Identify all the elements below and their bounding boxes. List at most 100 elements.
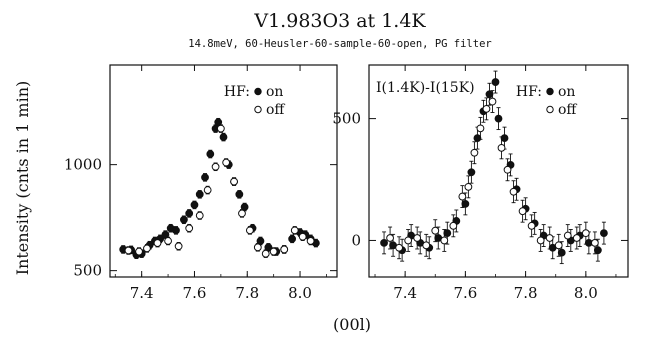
data-point-on [288, 234, 297, 243]
data-point-off [174, 242, 183, 251]
data-point-off [222, 158, 231, 167]
data-point-on [201, 173, 209, 182]
data-point-off [572, 234, 581, 242]
data-point-on [557, 248, 566, 257]
data-point-on [461, 199, 470, 208]
legend-entry: on [558, 84, 575, 100]
data-point-off [280, 245, 289, 254]
y-tick-label: 500 [332, 110, 361, 128]
data-point-off [476, 124, 485, 133]
data-point-on [473, 134, 482, 143]
data-point-off [527, 221, 536, 230]
legend-marker [254, 87, 262, 96]
x-tick-label: 7.8 [235, 284, 259, 302]
data-point-on [494, 114, 503, 123]
data-point-off [464, 182, 473, 191]
data-point-off [395, 243, 404, 252]
data-point-off [497, 143, 506, 152]
data-point-off [458, 192, 467, 201]
data-point-off [404, 236, 413, 245]
legend-entry: off [266, 102, 285, 118]
data-point-off [253, 243, 262, 252]
data-point-off [203, 186, 212, 194]
legend-marker [546, 105, 554, 114]
data-point-off [135, 247, 143, 256]
data-point-off [230, 177, 238, 186]
data-point-off [386, 234, 394, 242]
data-point-off [261, 249, 270, 258]
x-tick-label: 7.4 [130, 284, 154, 302]
data-point-on [240, 203, 249, 211]
data-point-off [536, 236, 545, 245]
legend-marker [254, 105, 262, 114]
legend-right: HF: on off [516, 84, 578, 118]
data-point-on [180, 215, 188, 224]
data-point-off [211, 162, 220, 171]
data-point-off [590, 238, 599, 247]
data-point-on [161, 230, 170, 239]
data-point-on [600, 229, 608, 238]
data-point-off [124, 246, 133, 255]
data-point-off [290, 226, 299, 235]
data-point-off [482, 104, 491, 113]
data-point-on [190, 201, 199, 209]
data-point-on [185, 209, 194, 218]
data-point-on [206, 150, 215, 158]
data-point-off [581, 229, 590, 238]
data-point-off [216, 124, 225, 133]
chart-panel-right: 7.4 7.6 7.8 8.0 0 500 HF: on off I(1.4K)-I(15K) [332, 64, 629, 302]
data-point-off [554, 241, 563, 250]
x-tick-label: 7.4 [393, 284, 417, 302]
data-point-off [563, 231, 572, 240]
x-tick-label: 7.6 [183, 284, 207, 302]
data-point-on [467, 168, 476, 177]
data-point-off [185, 224, 194, 233]
x-axis-label: (00l) [333, 315, 371, 334]
data-point-on [235, 190, 244, 199]
data-point-on [219, 133, 228, 141]
data-points-left [119, 118, 320, 259]
data-point-off [470, 148, 479, 157]
data-point-off [413, 234, 422, 242]
data-point-on [491, 78, 500, 86]
legend-title: HF: [224, 84, 250, 100]
data-point-off [238, 209, 246, 218]
error-bars-left [121, 117, 318, 260]
data-point-off [545, 234, 554, 242]
legend-entry: on [266, 84, 283, 100]
plot-frame-right [368, 64, 629, 278]
data-point-on [380, 238, 388, 247]
data-point-off [503, 165, 512, 174]
data-point-off [306, 237, 315, 245]
y-axis-label: Intensity (cnts in 1 min) [13, 81, 32, 276]
y-tick-label: 0 [351, 231, 361, 249]
data-point-off [509, 187, 518, 196]
legend-entry: off [558, 102, 577, 118]
data-point-off [431, 226, 440, 235]
y-tick-label: 500 [73, 262, 102, 280]
data-point-off [488, 97, 497, 106]
data-point-off [245, 226, 254, 235]
data-point-on [485, 90, 494, 99]
chart-panel-left: 7.4 7.6 7.8 8.0 500 1000 HF: on off [64, 64, 338, 302]
legend-title: HF: [516, 84, 542, 100]
data-point-off [518, 207, 527, 216]
panel-annotation: I(1.4K)-I(15K) [376, 80, 475, 96]
data-point-off [449, 221, 458, 230]
axis-ticks-right: 7.4 7.6 7.8 8.0 0 500 [332, 65, 628, 302]
data-point-off [422, 241, 431, 250]
data-point-off [269, 247, 278, 256]
x-tick-label: 7.8 [514, 284, 538, 302]
data-point-off [195, 211, 204, 220]
x-tick-label: 8.0 [288, 284, 312, 302]
plot-frame-left [109, 64, 338, 278]
figure-subtitle: 14.8meV, 60-Heusler-60-sample-60-open, P… [188, 38, 491, 50]
data-point-off [164, 237, 172, 245]
data-point-on [256, 237, 265, 245]
data-point-off [298, 232, 307, 241]
data-point-on [172, 226, 180, 235]
data-point-on [593, 246, 602, 255]
x-tick-label: 8.0 [574, 284, 598, 302]
data-point-on [264, 243, 273, 252]
